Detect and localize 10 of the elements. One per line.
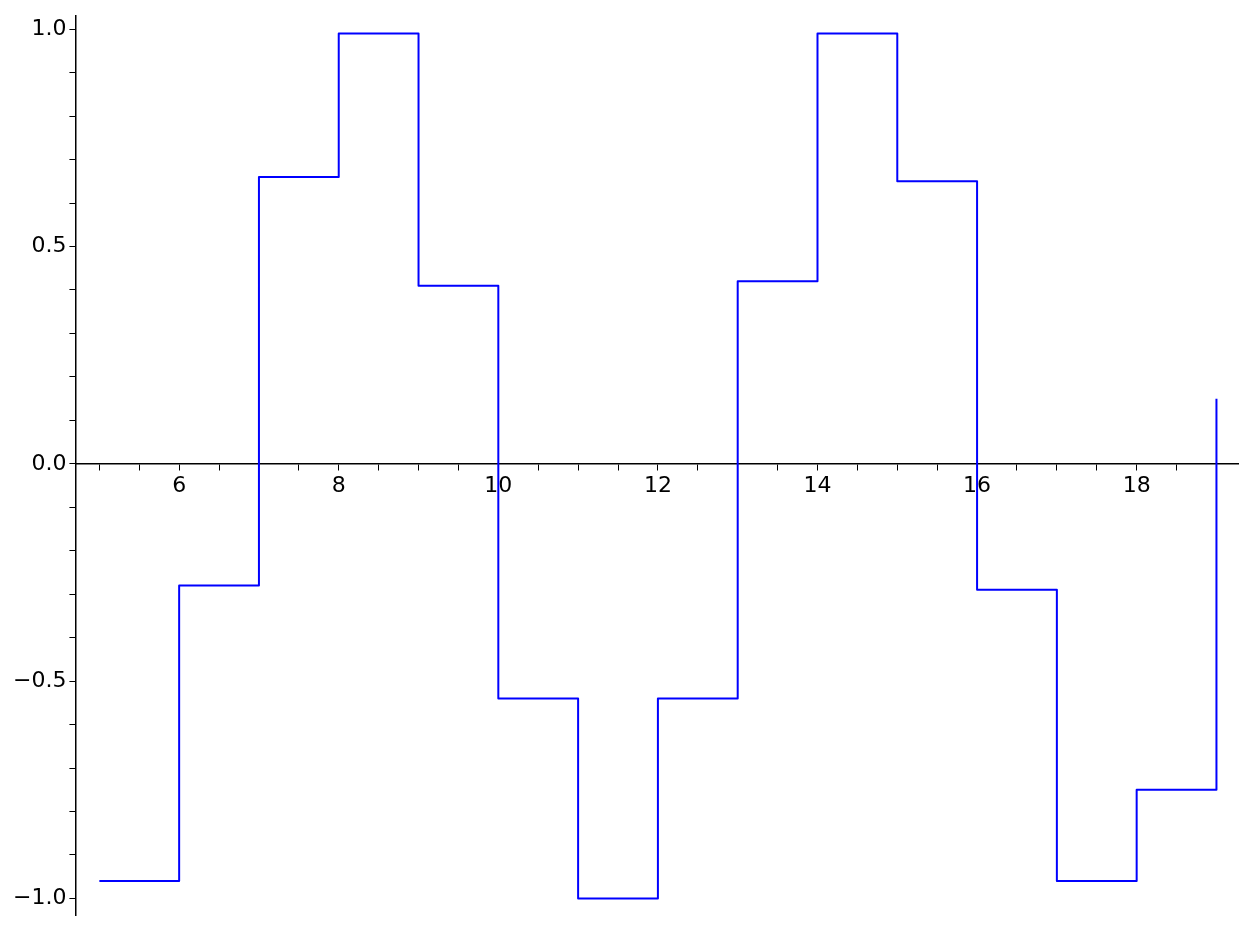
x-tick-label: 18 xyxy=(1122,471,1151,497)
x-tick-label: 6 xyxy=(172,471,187,497)
y-tick-label: 0.0 xyxy=(31,449,67,475)
y-tick-label: −0.5 xyxy=(13,666,67,692)
x-tick-label: 12 xyxy=(643,471,672,497)
x-tick-label: 14 xyxy=(803,471,832,497)
y-tick-label: 1.0 xyxy=(31,14,67,40)
y-tick-label: −1.0 xyxy=(13,884,67,910)
y-tick-label: 0.5 xyxy=(31,232,67,258)
x-tick-label: 8 xyxy=(331,471,346,497)
